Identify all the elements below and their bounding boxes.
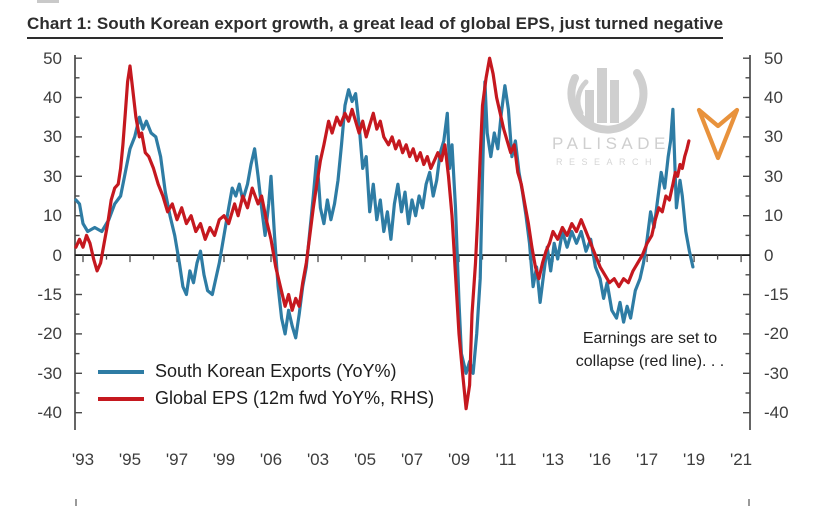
- x-tick-label: '95: [118, 450, 142, 469]
- legend-line-blue: [98, 369, 144, 374]
- y-tick-label: 40: [764, 88, 783, 108]
- annotation-line-1: Earnings are set to: [582, 330, 718, 347]
- x-tick-label: '99: [212, 450, 236, 469]
- legend: South Korean Exports (YoY%) Global EPS (…: [98, 358, 434, 412]
- watermark-name: PALISADE: [552, 134, 670, 153]
- y-tick-label: 0: [52, 245, 62, 265]
- y-tick-label: 50: [764, 48, 783, 68]
- y-tick-label: 0: [764, 245, 774, 265]
- bottom-right-crop-remnant: [748, 499, 750, 506]
- series-line-0: [74, 80, 695, 375]
- y-tick-label: 30: [764, 127, 783, 147]
- chart-title: Chart 1: South Korean export growth, a g…: [27, 14, 724, 39]
- series-line-1: [74, 56, 691, 411]
- x-tick-label: '05: [353, 450, 377, 469]
- data-series: [74, 56, 695, 411]
- axes: [74, 55, 751, 430]
- y-tick-label: 50: [43, 48, 62, 68]
- legend-label-eps: Global EPS (12m fwd YoY%, RHS): [155, 388, 435, 408]
- y-tick-label: 40: [43, 88, 62, 108]
- x-tick-label: '09: [447, 450, 471, 469]
- y-tick-label: -40: [764, 403, 789, 423]
- x-tick-label: '07: [400, 450, 424, 469]
- y-tick-label: 30: [43, 166, 62, 186]
- x-tick-label: '11: [495, 450, 517, 469]
- x-tick-label: '06: [259, 450, 283, 469]
- annotation-earnings: Earnings are set to collapse (red line).…: [552, 327, 748, 373]
- y-tick-label: 30: [43, 127, 62, 147]
- watermark-subname: RESEARCH: [555, 157, 658, 167]
- x-tick-label: '03: [306, 450, 330, 469]
- x-tick-label: '21: [729, 450, 753, 469]
- legend-item-eps: Global EPS (12m fwd YoY%, RHS): [98, 385, 434, 412]
- x-tick-label: '16: [588, 450, 612, 469]
- bottom-left-crop-remnant: [75, 499, 77, 506]
- annotation-line-2: collapse (red line). . .: [575, 353, 725, 370]
- y-tick-label: 10: [43, 206, 62, 226]
- legend-line-red: [98, 396, 144, 401]
- x-tick-label: '17: [635, 450, 659, 469]
- legend-label-exports: South Korean Exports (YoY%): [155, 361, 397, 381]
- x-tick-label: '97: [165, 450, 189, 469]
- y-tick-label: -20: [764, 324, 789, 344]
- x-tick-label: '13: [541, 450, 565, 469]
- y-tick-label: -15: [37, 284, 62, 304]
- legend-item-exports: South Korean Exports (YoY%): [98, 358, 434, 385]
- x-tick-label: '93: [71, 450, 95, 469]
- y-tick-label: -40: [37, 403, 62, 423]
- y-tick-label: -30: [764, 363, 789, 383]
- x-tick-label: '19: [682, 450, 706, 469]
- y-tick-label: -15: [764, 284, 789, 304]
- down-arrow-icon: [696, 107, 740, 161]
- y-tick-label: -30: [37, 363, 62, 383]
- y-tick-label: -20: [37, 324, 62, 344]
- y-tick-label: 10: [764, 206, 783, 226]
- palisade-logo-icon: [567, 68, 648, 134]
- palisade-watermark: PALISADE RESEARCH: [552, 56, 670, 167]
- y-tick-label: 30: [764, 166, 783, 186]
- top-crop-remnant: [37, 0, 59, 3]
